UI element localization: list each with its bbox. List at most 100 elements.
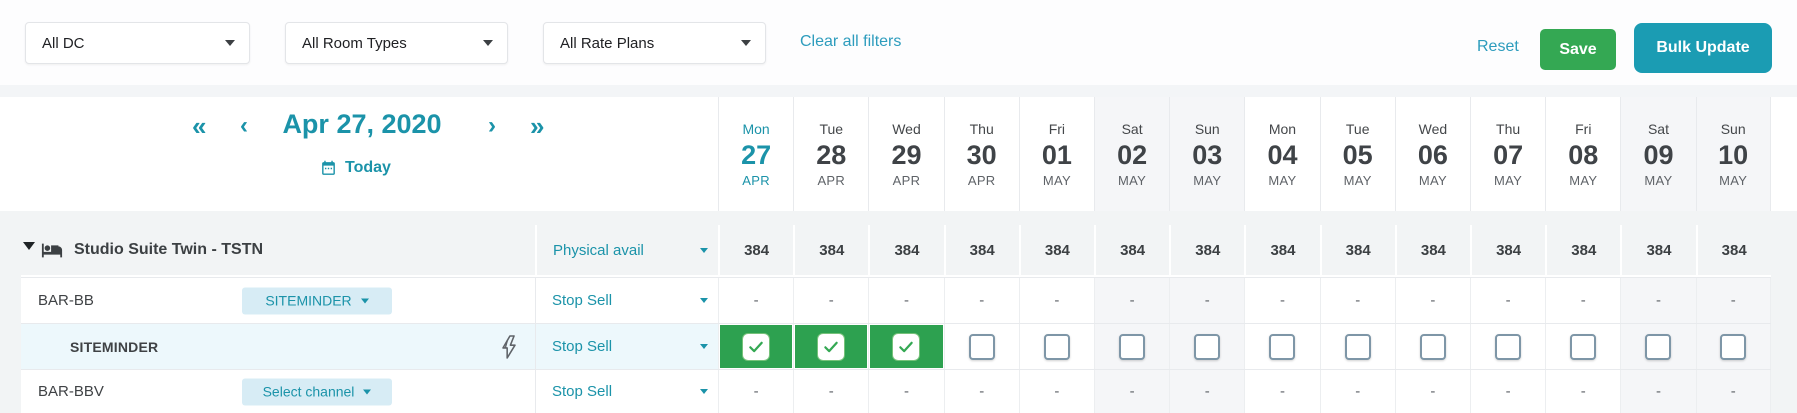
stop-sell-cell: - xyxy=(1695,278,1771,323)
stop-sell-checkbox-unchecked[interactable] xyxy=(968,333,995,360)
date-column-sun-10: Sun 10 MAY xyxy=(1695,97,1771,211)
channel-chip-dropdown[interactable]: Select channel xyxy=(242,378,392,405)
stop-sell-checkbox-unchecked[interactable] xyxy=(1495,333,1522,360)
chevron-down-icon xyxy=(225,40,235,46)
day-of-week: Wed xyxy=(892,120,921,137)
bulk-update-button[interactable]: Bulk Update xyxy=(1634,23,1772,73)
next-day-button[interactable]: › xyxy=(488,112,496,139)
stop-sell-checkbox-unchecked[interactable] xyxy=(1269,333,1296,360)
clear-all-filters-link[interactable]: Clear all filters xyxy=(800,33,902,50)
stop-sell-dropdown[interactable]: Stop Sell xyxy=(535,370,718,413)
stop-sell-checkbox-unchecked[interactable] xyxy=(1720,333,1747,360)
today-label: Today xyxy=(345,159,391,176)
date-column-fri-08: Fri 08 MAY xyxy=(1545,97,1621,211)
stop-sell-checkbox-unchecked[interactable] xyxy=(1645,333,1672,360)
stop-sell-cell xyxy=(1018,324,1094,369)
rate-plan-row-bar-bbv: BAR-BBV Select channel Stop Sell -------… xyxy=(21,369,1771,413)
selected-date[interactable]: Apr 27, 2020 xyxy=(282,108,442,139)
filter-bar: All DC All Room Types All Rate Plans Cle… xyxy=(0,0,1797,85)
stop-sell-cell xyxy=(793,324,869,369)
month-label: APR xyxy=(967,172,996,188)
stop-sell-cell: - xyxy=(793,278,869,323)
row-name-zone: SITEMINDER xyxy=(21,324,718,369)
month-label: MAY xyxy=(1494,172,1523,188)
stop-sell-cell: - xyxy=(1470,370,1546,413)
room-type-filter-dropdown[interactable]: All Room Types xyxy=(285,22,508,64)
month-label: MAY xyxy=(1268,172,1297,188)
stop-sell-checkbox-checked[interactable] xyxy=(743,333,770,360)
date-navigation: « ‹ Apr 27, 2020 › » Today xyxy=(0,97,718,211)
collapse-arrow-icon[interactable] xyxy=(23,242,35,250)
month-label: MAY xyxy=(1418,172,1447,188)
stop-sell-cell: - xyxy=(1244,278,1320,323)
day-number: 27 xyxy=(741,139,772,170)
day-number: 30 xyxy=(966,139,997,170)
prev-week-button[interactable]: « xyxy=(192,110,207,141)
row-name-zone: BAR-BB SITEMINDER xyxy=(21,278,718,323)
dc-filter-dropdown[interactable]: All DC xyxy=(25,22,250,64)
stop-sell-cell: - xyxy=(1018,370,1094,413)
stop-sell-active-cell xyxy=(720,325,793,368)
prev-day-button[interactable]: ‹ xyxy=(240,112,248,139)
stop-sell-dropdown[interactable]: Stop Sell xyxy=(535,324,718,369)
stop-sell-checkbox-unchecked[interactable] xyxy=(1570,333,1597,360)
physical-avail-cell: 384 xyxy=(868,225,943,275)
room-group-row: Studio Suite Twin - TSTN Physical avail … xyxy=(21,211,1771,277)
chevron-down-icon xyxy=(360,298,369,303)
rate-plan-filter-dropdown[interactable]: All Rate Plans xyxy=(543,22,766,64)
stop-sell-checkbox-unchecked[interactable] xyxy=(1419,333,1446,360)
stop-sell-cell xyxy=(1470,324,1546,369)
next-week-button[interactable]: » xyxy=(530,110,545,141)
date-column-mon-27: Mon 27 APR xyxy=(718,97,794,211)
stop-sell-cell: - xyxy=(868,370,944,413)
day-of-week: Mon xyxy=(1268,120,1297,137)
stop-sell-checkbox-unchecked[interactable] xyxy=(1043,333,1070,360)
checkmark-icon xyxy=(749,341,763,352)
chevron-down-icon xyxy=(700,389,708,394)
stop-sell-checkbox-checked[interactable] xyxy=(893,333,920,360)
physical-avail-cell: 384 xyxy=(1018,225,1094,275)
day-number: 28 xyxy=(816,139,847,170)
date-column-sat-09: Sat 09 MAY xyxy=(1620,97,1696,211)
day-of-week: Sun xyxy=(1194,120,1220,137)
stop-sell-active-cell xyxy=(795,325,868,368)
physical-avail-cell: 384 xyxy=(1169,225,1244,275)
physical-avail-cell: 384 xyxy=(943,225,1019,275)
date-column-thu-30: Thu 30 APR xyxy=(943,97,1019,211)
stop-sell-dropdown[interactable]: Stop Sell xyxy=(535,278,718,323)
physical-avail-cell: 384 xyxy=(1319,225,1395,275)
stop-sell-cell: - xyxy=(1394,278,1470,323)
date-column-tue-05: Tue 05 MAY xyxy=(1319,97,1395,211)
month-label: MAY xyxy=(1343,172,1372,188)
stop-sell-checkbox-checked[interactable] xyxy=(818,333,845,360)
stop-sell-cell xyxy=(718,324,794,369)
physical-avail-cell: 384 xyxy=(1470,225,1545,275)
section-divider xyxy=(0,85,1797,97)
stop-sell-cell: - xyxy=(1319,278,1395,323)
stop-sell-cell xyxy=(1620,324,1696,369)
chevron-down-icon xyxy=(700,344,708,349)
day-number: 06 xyxy=(1417,139,1448,170)
stop-sell-cell xyxy=(1695,324,1771,369)
stop-sell-checkbox-unchecked[interactable] xyxy=(1344,333,1371,360)
month-label: MAY xyxy=(1118,172,1147,188)
chevron-down-icon xyxy=(363,389,372,394)
stop-sell-checkbox-unchecked[interactable] xyxy=(1119,333,1146,360)
room-group-title: Studio Suite Twin - TSTN xyxy=(74,241,264,258)
day-of-week: Thu xyxy=(1496,120,1521,137)
save-button[interactable]: Save xyxy=(1540,29,1616,70)
day-of-week: Thu xyxy=(969,120,994,137)
day-of-week: Tue xyxy=(819,120,844,137)
stop-sell-cell xyxy=(943,324,1019,369)
month-label: MAY xyxy=(1719,172,1748,188)
metric-selector-dropdown[interactable]: Physical avail xyxy=(535,225,718,275)
stop-sell-checkbox-unchecked[interactable] xyxy=(1194,333,1221,360)
month-label: APR xyxy=(892,172,921,188)
today-button[interactable]: Today xyxy=(320,155,391,181)
month-label: APR xyxy=(742,172,770,188)
day-of-week: Sat xyxy=(1647,120,1669,137)
channel-chip-label: SITEMINDER xyxy=(265,292,352,309)
reset-link[interactable]: Reset xyxy=(1477,38,1519,55)
physical-avail-cell: 384 xyxy=(1394,225,1470,275)
channel-chip-dropdown[interactable]: SITEMINDER xyxy=(242,287,392,314)
